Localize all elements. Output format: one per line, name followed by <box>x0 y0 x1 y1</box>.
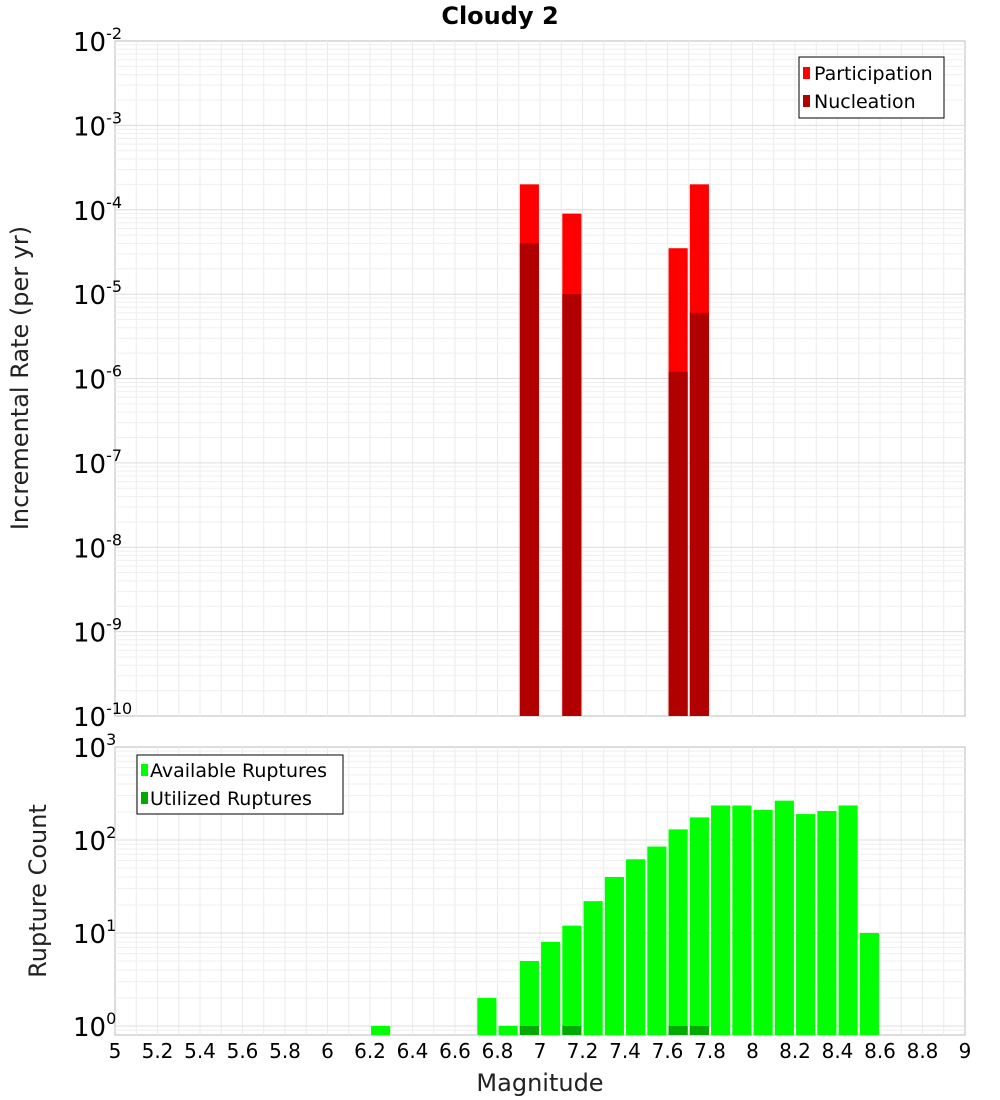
bar-available-ruptures <box>689 817 709 1035</box>
x-tick-label: 5.8 <box>269 1039 301 1063</box>
x-axis-label: Magnitude <box>476 1069 603 1097</box>
bottom-plot-panel: 103 102 101 100 5 5.2 5.4 5.6 5.8 6 6.2 6.4 6.6 6.8 7… <box>24 730 971 1097</box>
top-y-tick-label: 10-2 <box>73 24 122 58</box>
x-tick-label: 6.6 <box>439 1039 471 1063</box>
bottom-y-tick-label: 102 <box>73 823 116 857</box>
legend-label-participation: Participation <box>814 63 933 85</box>
top-y-tick-label: 10-3 <box>73 108 122 142</box>
bar-available-ruptures <box>838 805 858 1035</box>
x-tick-label: 6.8 <box>482 1039 514 1063</box>
bottom-y-tick-labels: 103 102 101 100 <box>73 730 116 1043</box>
bar-available-ruptures <box>477 997 497 1035</box>
bar-nucleation <box>668 371 688 716</box>
chart-title: Cloudy 2 <box>441 2 558 30</box>
bar-available-ruptures <box>541 942 561 1035</box>
bar-available-ruptures <box>817 811 837 1035</box>
x-tick-label: 6.4 <box>397 1039 429 1063</box>
bar-available-ruptures <box>604 877 624 1035</box>
x-tick-label: 7.4 <box>609 1039 641 1063</box>
top-y-tick-label: 10-8 <box>73 530 122 564</box>
x-tick-label: 8 <box>746 1039 759 1063</box>
bar-nucleation <box>562 294 582 716</box>
bar-available-ruptures <box>711 805 731 1035</box>
bar-available-ruptures <box>519 960 539 1035</box>
legend-swatch-utilized-ruptures <box>141 792 148 804</box>
bar-available-ruptures <box>668 829 688 1035</box>
legend-label-nucleation: Nucleation <box>814 91 916 113</box>
legend-swatch-participation <box>803 67 810 79</box>
bar-available-ruptures <box>732 805 752 1035</box>
bar-utilized-ruptures <box>519 1025 539 1035</box>
top-y-tick-label: 10-10 <box>73 699 132 733</box>
x-tick-label: 9 <box>959 1039 972 1063</box>
top-legend: Participation Nucleation <box>798 56 945 119</box>
x-tick-label: 5 <box>109 1039 122 1063</box>
bar-available-ruptures <box>626 859 646 1035</box>
legend-swatch-nucleation <box>803 95 810 107</box>
bar-utilized-ruptures <box>562 1025 582 1035</box>
x-tick-label: 5.4 <box>184 1039 216 1063</box>
x-tick-label: 7 <box>534 1039 547 1063</box>
bar-available-ruptures <box>583 901 603 1035</box>
bar-available-ruptures <box>371 1025 391 1035</box>
bottom-legend-box <box>136 754 344 815</box>
bar-utilized-ruptures <box>668 1025 688 1035</box>
x-tick-label: 8.8 <box>907 1039 939 1063</box>
bar-available-ruptures <box>647 846 667 1035</box>
x-tick-label: 7.6 <box>652 1039 684 1063</box>
bottom-y-tick-label: 101 <box>73 916 116 950</box>
x-tick-label: 8.6 <box>864 1039 896 1063</box>
top-y-tick-label: 10-9 <box>73 615 122 649</box>
top-y-tick-label: 10-6 <box>73 362 122 396</box>
top-y-tick-labels: 10-2 10-3 10-4 10-5 10-6 10-7 10-8 10-9 10-10 <box>73 24 132 733</box>
top-legend-box <box>798 56 945 119</box>
bar-available-ruptures <box>753 810 773 1035</box>
x-tick-label: 7.8 <box>694 1039 726 1063</box>
top-y-tick-label: 10-7 <box>73 446 122 480</box>
legend-label-utilized-ruptures: Utilized Ruptures <box>150 788 312 810</box>
bar-available-ruptures <box>562 925 582 1035</box>
legend-label-available-ruptures: Available Ruptures <box>150 760 327 782</box>
x-tick-label: 8.2 <box>779 1039 811 1063</box>
bar-nucleation <box>689 312 709 716</box>
x-tick-label: 6 <box>321 1039 334 1063</box>
bottom-y-axis-label: Rupture Count <box>24 804 52 978</box>
bar-utilized-ruptures <box>689 1025 709 1035</box>
x-tick-label: 6.2 <box>354 1039 386 1063</box>
bar-nucleation <box>519 243 539 717</box>
top-y-tick-label: 10-4 <box>73 193 122 227</box>
x-tick-label: 8.4 <box>822 1039 854 1063</box>
bottom-y-tick-label: 103 <box>73 730 116 764</box>
bar-available-ruptures <box>796 814 816 1035</box>
top-bars <box>519 184 709 717</box>
bar-available-ruptures <box>774 800 794 1035</box>
top-y-tick-label: 10-5 <box>73 277 122 311</box>
x-tick-label: 5.2 <box>142 1039 174 1063</box>
top-plot-panel: 10-2 10-3 10-4 10-5 10-6 10-7 10-8 10-9 10-10 In… <box>6 24 966 733</box>
x-tick-labels: 5 5.2 5.4 5.6 5.8 6 6.2 6.4 6.6 6.8 7 7.2 7.4 7.6 7.8 8… <box>109 1039 972 1063</box>
bottom-y-tick-label: 100 <box>73 1009 116 1043</box>
legend-swatch-available-ruptures <box>141 764 148 776</box>
bar-available-ruptures <box>498 1025 518 1035</box>
bottom-legend: Available Ruptures Utilized Ruptures <box>136 754 344 815</box>
x-tick-label: 5.6 <box>227 1039 259 1063</box>
bar-available-ruptures <box>859 932 879 1035</box>
top-gridlines <box>115 41 965 716</box>
top-y-axis-label: Incremental Rate (per yr) <box>6 226 34 530</box>
bottom-bars <box>371 800 879 1035</box>
x-tick-label: 7.2 <box>567 1039 599 1063</box>
